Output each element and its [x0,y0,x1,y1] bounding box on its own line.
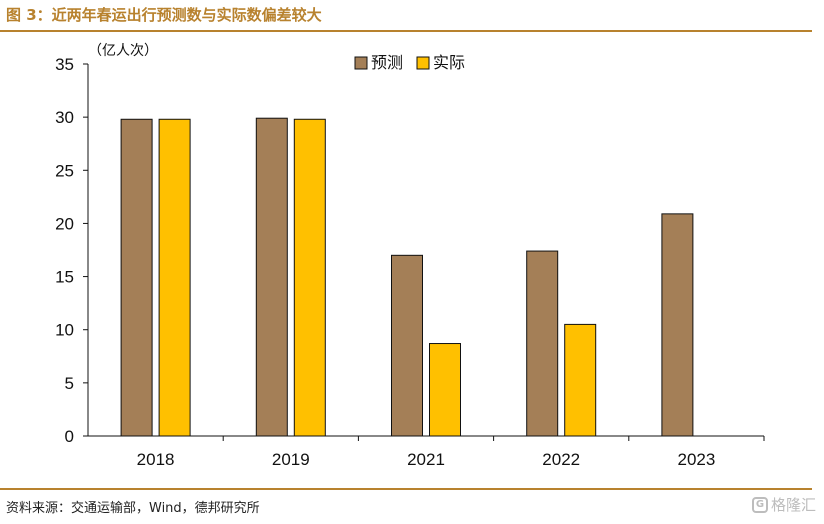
x-tick-label: 2019 [272,450,310,469]
y-tick-label: 10 [55,321,74,340]
x-tick-label: 2022 [542,450,580,469]
bar-forecast-2019 [255,117,288,437]
x-tick-label: 2021 [407,450,445,469]
bar-actual-2019 [293,118,326,437]
title-rule [0,30,812,32]
x-tick-label: 2018 [137,450,175,469]
bar-forecast-2022 [526,250,559,437]
legend-label: 预测 [371,54,403,72]
y-tick-label: 35 [55,55,74,74]
watermark-text: 格隆汇 [770,496,816,514]
bar-forecast-2018 [120,118,153,437]
y-tick-label: 0 [65,427,74,446]
x-tick-label: 2023 [677,450,715,469]
figure-title: 图 3：近两年春运出行预测数与实际数偏差较大 [6,6,322,24]
y-tick-label: 25 [55,161,74,180]
bar-forecast-2023 [661,213,694,437]
y-tick-label: 30 [55,108,74,127]
legend-swatch [416,56,430,70]
watermark-logo-icon: G [751,496,768,513]
legend-label: 实际 [433,54,465,72]
source-note: 资料来源：交通运输部，Wind，德邦研究所 [6,501,260,516]
bar-actual-2021 [429,343,461,437]
y-tick-label: 15 [55,268,74,287]
bar-forecast-2021 [391,254,423,437]
y-axis-label: （亿人次） [88,42,158,58]
bar-actual-2018 [158,118,191,437]
chart-axes: 0 5 10 15 20 25 30 35 2018 2019 2021 2022 2023 [55,55,765,469]
y-tick-label: 20 [55,214,74,233]
watermark: G 格隆汇 [751,494,816,515]
footer-rule [0,488,812,490]
chart-bars [120,117,694,437]
legend-swatch [354,56,368,70]
bar-actual-2022 [564,323,597,437]
chart-legend: 预测 实际 [354,54,465,72]
y-tick-label: 5 [65,374,74,393]
